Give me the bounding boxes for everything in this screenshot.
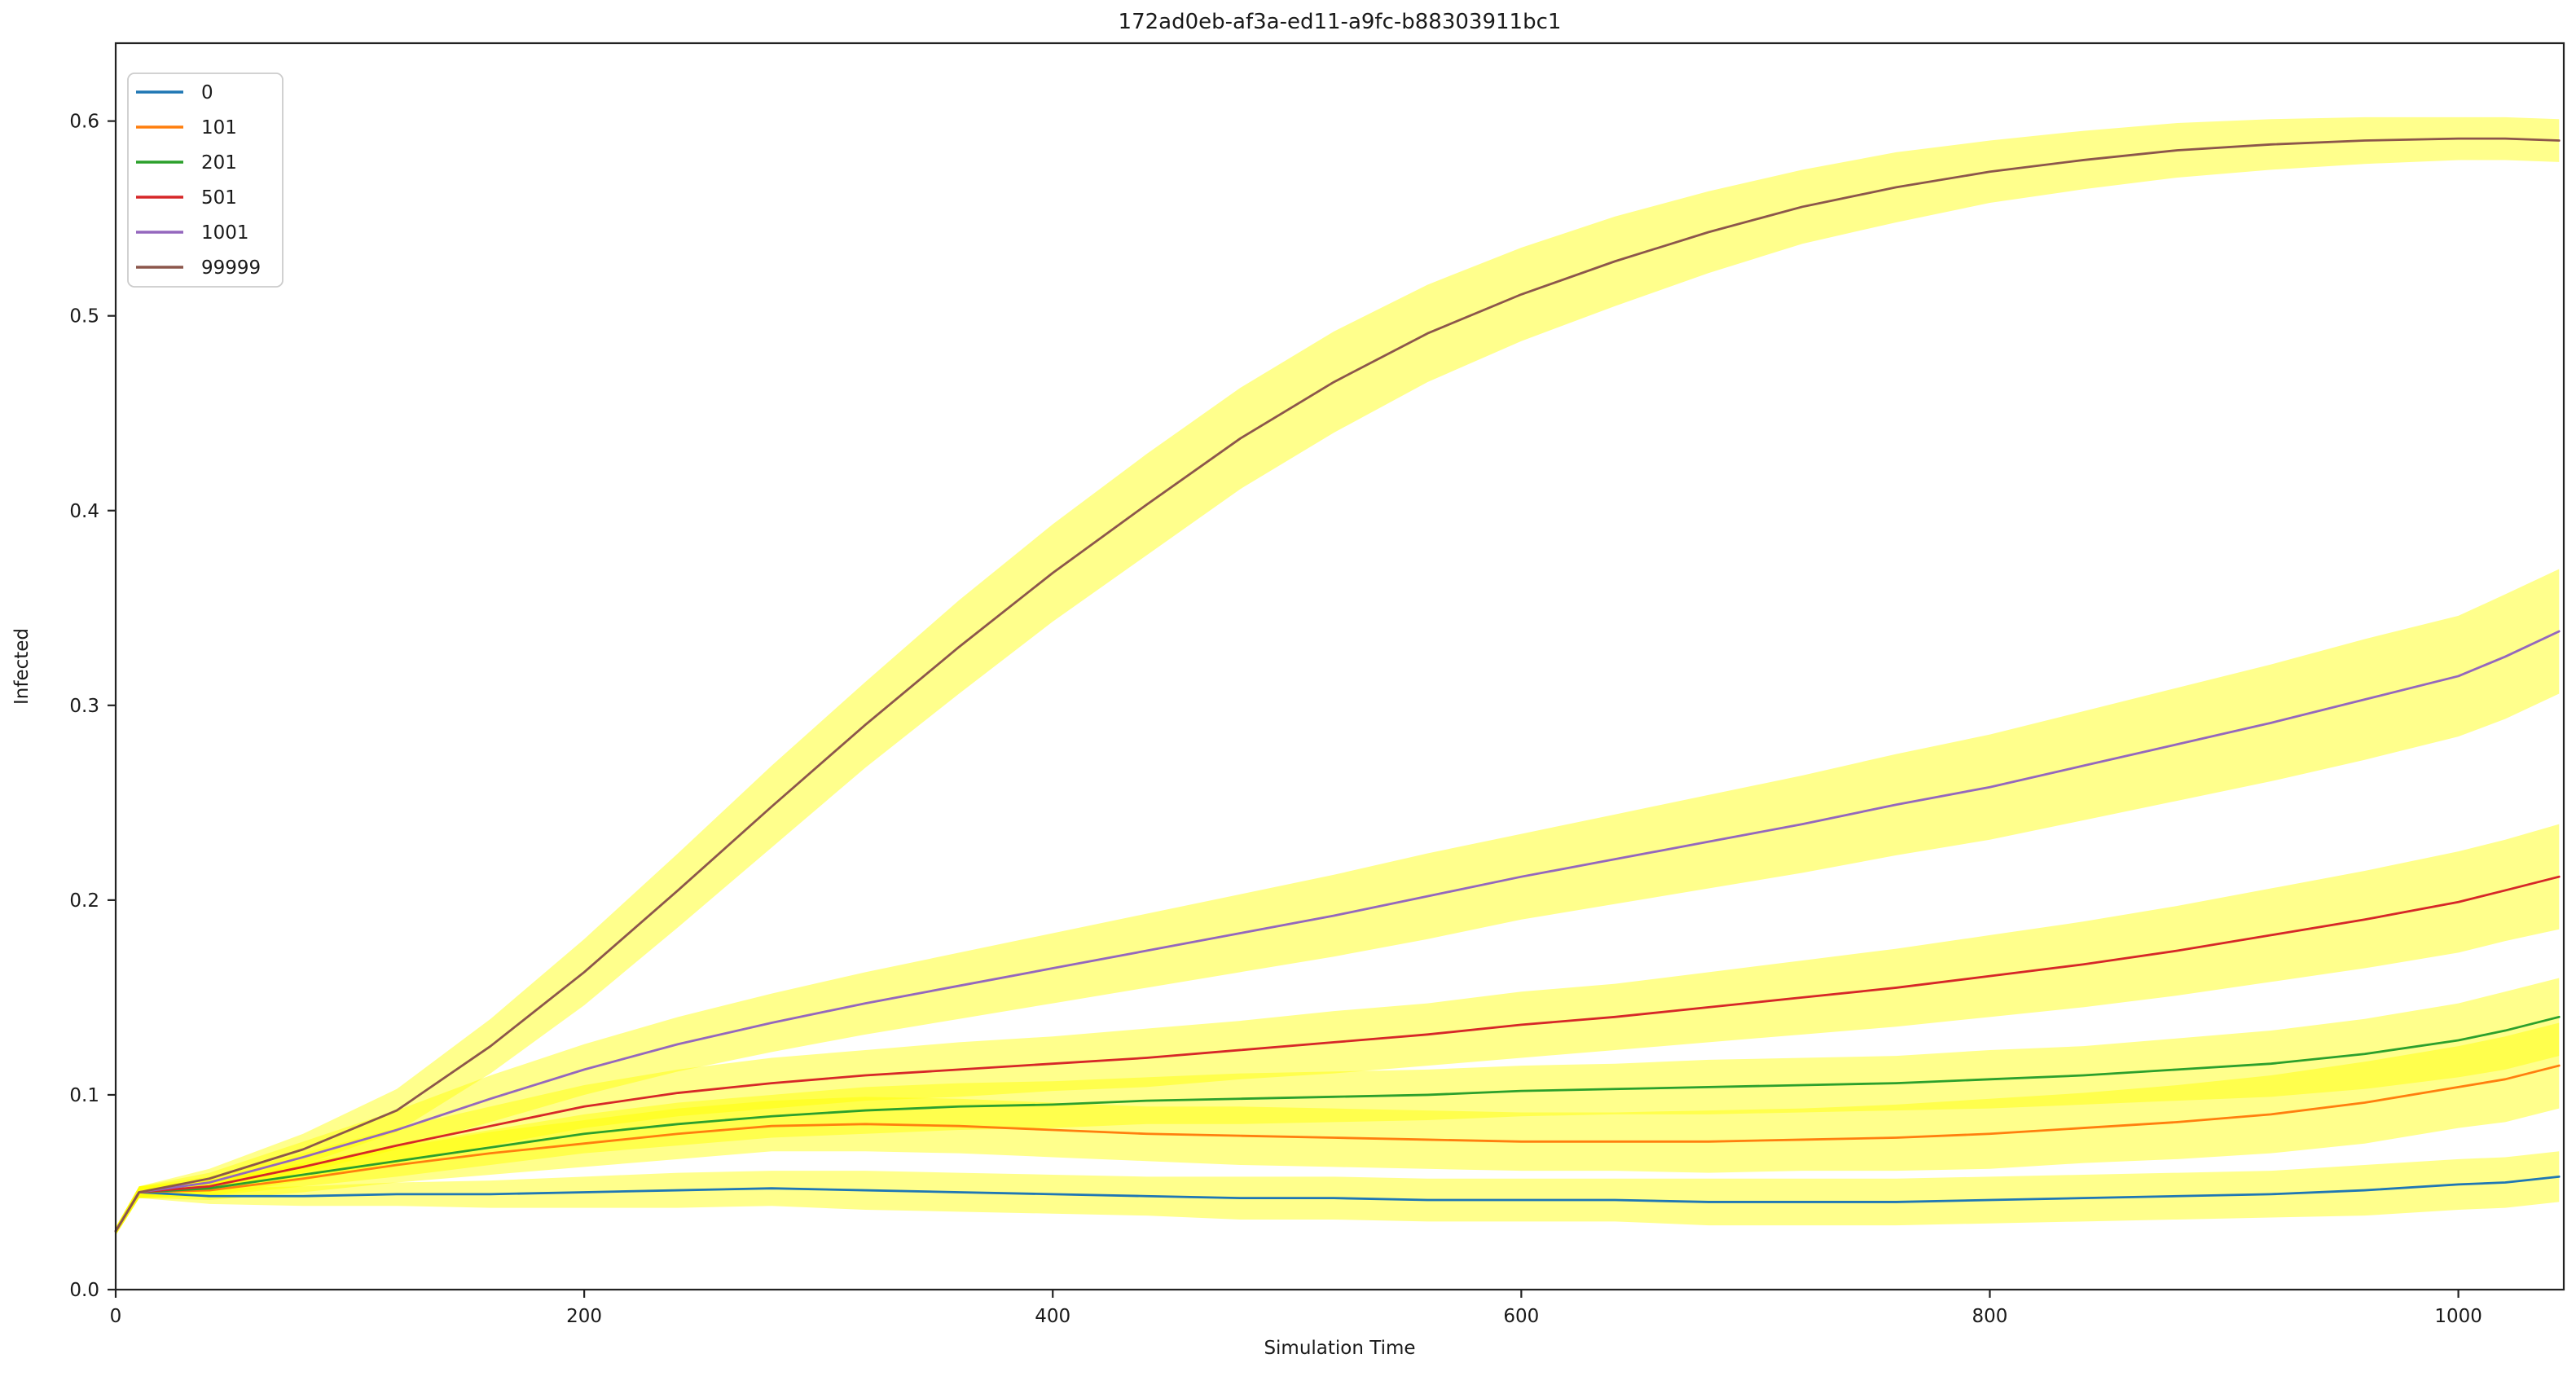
confidence-band-501 bbox=[116, 824, 2560, 1236]
legend-label-0: 0 bbox=[201, 82, 213, 103]
legend-box bbox=[127, 73, 284, 288]
confidence-band-101 bbox=[116, 1022, 2560, 1236]
y-tick-label: 0.6 bbox=[69, 112, 99, 133]
x-tick-label: 0 bbox=[110, 1306, 122, 1327]
series-line-99999 bbox=[114, 137, 2561, 1233]
series-line-0 bbox=[114, 1175, 2561, 1233]
legend-label-201: 201 bbox=[201, 152, 237, 174]
series-line-501 bbox=[114, 875, 2561, 1233]
x-tick-label: 200 bbox=[566, 1306, 602, 1327]
chart-title: 172ad0eb-af3a-ed11-a9fc-b88303911bc1 bbox=[1118, 10, 1562, 34]
y-tick-label: 0.2 bbox=[69, 890, 99, 912]
legend-label-99999: 99999 bbox=[201, 257, 261, 279]
legend-label-1001: 1001 bbox=[201, 222, 249, 244]
legend-label-501: 501 bbox=[201, 187, 237, 209]
confidence-band-99999 bbox=[116, 116, 2560, 1236]
legend-label-101: 101 bbox=[201, 117, 237, 138]
y-tick-label: 0.1 bbox=[69, 1085, 99, 1106]
y-tick-label: 0.4 bbox=[69, 501, 99, 522]
x-tick-label: 400 bbox=[1035, 1306, 1070, 1327]
confidence-band-1001 bbox=[116, 569, 2560, 1236]
plot-frame bbox=[114, 42, 2565, 1291]
x-tick-label: 1000 bbox=[2434, 1306, 2482, 1327]
confidence-band-201 bbox=[116, 978, 2560, 1236]
series-line-201 bbox=[114, 1015, 2561, 1233]
x-tick-label: 600 bbox=[1503, 1306, 1539, 1327]
y-tick-label: 0.5 bbox=[69, 306, 99, 327]
confidence-band-0 bbox=[116, 1151, 2560, 1236]
series-line-1001 bbox=[114, 630, 2561, 1233]
y-tick-label: 0.3 bbox=[69, 696, 99, 717]
series-line-101 bbox=[114, 1064, 2561, 1233]
y-tick-label: 0.0 bbox=[69, 1280, 99, 1301]
x-tick-label: 800 bbox=[1972, 1306, 2008, 1327]
x-axis-label: Simulation Time bbox=[1264, 1338, 1416, 1359]
